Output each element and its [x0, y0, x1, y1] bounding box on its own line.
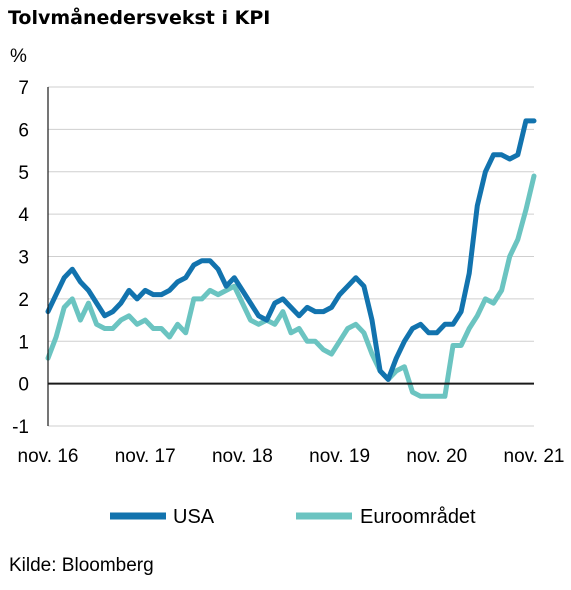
- y-tick-label: 1: [18, 332, 29, 353]
- x-tick-label: nov. 17: [115, 446, 176, 467]
- series-lines: [45, 118, 537, 399]
- x-tick-label: nov. 18: [212, 446, 273, 467]
- x-tick-label: nov. 21: [504, 446, 565, 467]
- y-tick-label: 4: [18, 205, 29, 226]
- y-tick-label: 5: [18, 163, 29, 184]
- legend-label: USA: [173, 506, 215, 528]
- axes: [47, 87, 534, 426]
- x-tick-label: nov. 19: [309, 446, 370, 467]
- y-tick-label: 7: [18, 78, 29, 99]
- series-line: [45, 173, 537, 399]
- y-axis-unit: %: [10, 46, 27, 67]
- legend: USA Euroområdet: [110, 506, 476, 528]
- series-line: [45, 118, 537, 382]
- y-tick-label: 3: [18, 248, 29, 269]
- x-tick-label: nov. 20: [406, 446, 467, 467]
- y-tick-label: -1: [12, 417, 29, 438]
- y-axis-ticks: -1 0 1 2 3 4 5 6 7: [12, 78, 29, 438]
- x-tick-label: nov. 16: [18, 446, 79, 467]
- y-tick-label: 0: [18, 375, 29, 396]
- y-tick-label: 6: [18, 120, 29, 141]
- y-tick-label: 2: [18, 290, 29, 311]
- legend-label: Euroområdet: [360, 506, 476, 528]
- source-note: Kilde: Bloomberg: [9, 555, 154, 576]
- x-axis-ticks: nov. 16 nov. 17 nov. 18 nov. 19 nov. 20 nov. …: [18, 446, 565, 467]
- chart-title: Tolvmånedersvekst i KPI: [8, 5, 270, 29]
- gridlines: [48, 86, 534, 427]
